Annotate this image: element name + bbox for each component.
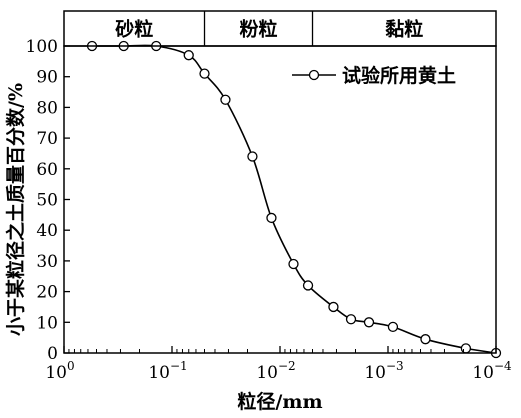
- band-label: 黏粒: [385, 18, 423, 41]
- y-tick-label: 60: [36, 160, 58, 180]
- series-points: [86, 40, 502, 359]
- data-point: [302, 280, 314, 291]
- y-tick-label: 40: [36, 221, 58, 241]
- data-point: [460, 343, 472, 354]
- y-axis-title: 小于某粒径之土质量百分数/%: [4, 83, 27, 336]
- plot-frame: [63, 45, 497, 354]
- data-point: [345, 314, 357, 325]
- y-axis-ticks: 0 10 20 30 40 50 60 70 80 90 100: [26, 37, 70, 364]
- data-point: [328, 301, 339, 313]
- data-point: [220, 94, 231, 105]
- x-axis-ticks: 100 10−1 10−2 10−3 10−4: [45, 346, 512, 383]
- x-tick-label: 10−2: [256, 359, 295, 383]
- data-point: [247, 151, 258, 162]
- x-tick-label: 10−3: [364, 359, 403, 383]
- data-point: [387, 321, 399, 333]
- series-curve: [92, 44, 497, 354]
- y-tick-label: 70: [36, 129, 58, 149]
- y-tick-label: 20: [36, 283, 58, 303]
- data-point: [266, 212, 277, 224]
- legend-label: 试验所用黄土: [342, 64, 456, 87]
- x-tick-label: 10−4: [472, 359, 512, 383]
- y-tick-label: 30: [36, 252, 58, 272]
- data-point: [363, 317, 375, 328]
- data-point: [288, 258, 299, 270]
- y-tick-label: 50: [36, 191, 58, 211]
- data-point: [199, 68, 210, 79]
- y-tick-label: 100: [26, 37, 58, 57]
- x-tick-label: 10−1: [148, 359, 187, 383]
- series-line: [92, 44, 497, 354]
- y-tick-label: 80: [36, 98, 58, 118]
- legend-marker: [308, 69, 320, 81]
- soil-fraction-bands: 砂粒 粉粒 黏粒: [63, 10, 497, 47]
- legend: 试验所用黄土: [292, 64, 456, 87]
- y-tick-label: 10: [36, 313, 58, 333]
- y-tick-label: 0: [47, 344, 58, 364]
- band-label: 砂粒: [115, 18, 153, 41]
- x-axis-title: 粒径/mm: [237, 390, 322, 413]
- data-point: [420, 334, 431, 345]
- x-tick-label: 100: [45, 359, 74, 383]
- y-tick-label: 90: [36, 68, 58, 88]
- band-label: 粉粒: [240, 18, 278, 41]
- data-point: [183, 50, 194, 61]
